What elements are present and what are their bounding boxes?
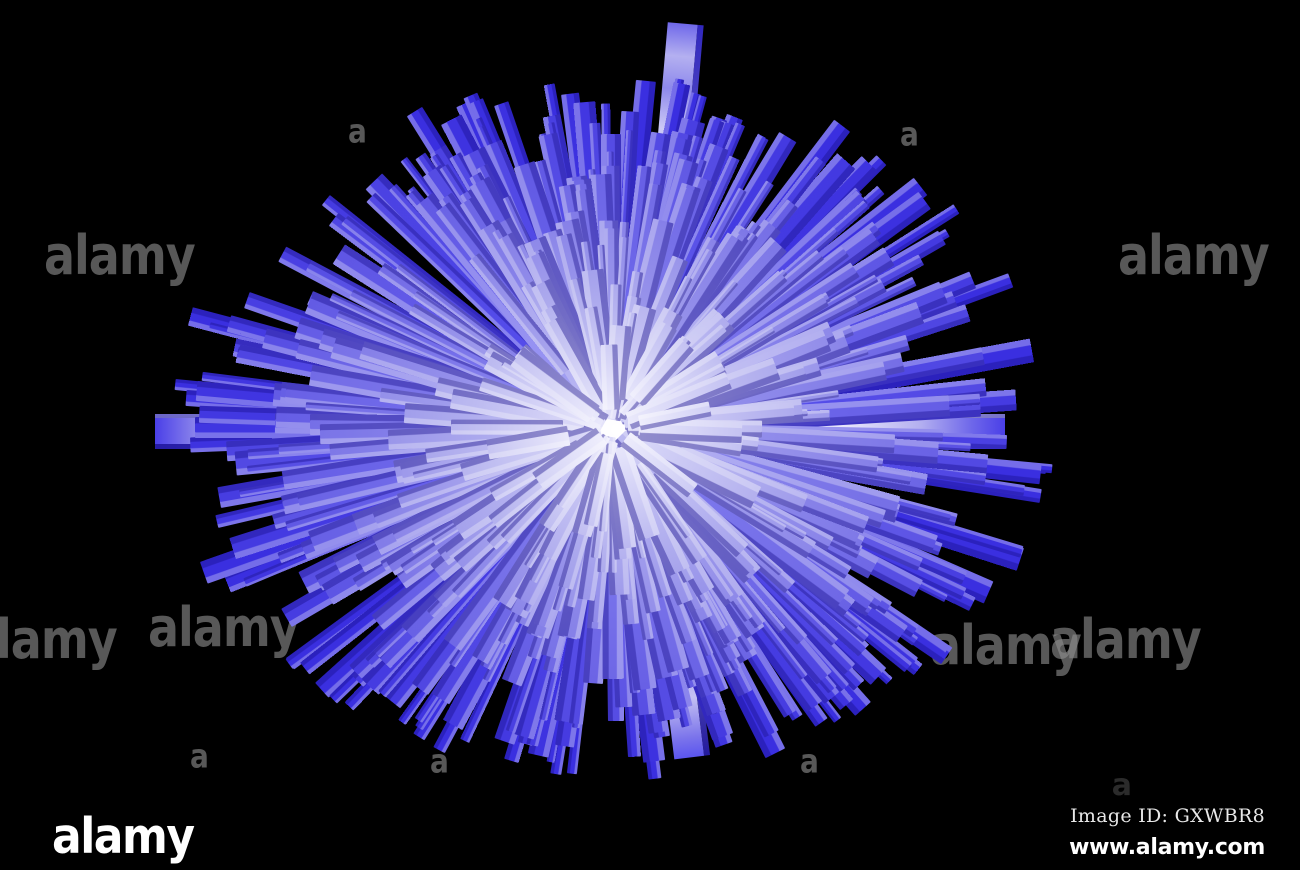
ray-cap: [565, 770, 581, 783]
ray-cap: [626, 57, 662, 89]
ray-cap: [239, 464, 250, 480]
burst-ray: [600, 344, 621, 429]
website-label: www.alamy.com: [1069, 835, 1265, 860]
ray-face: [600, 344, 621, 411]
artwork-canvas: alamyalamyalamyalamyalamyalamyaaaaaaaaal…: [0, 22, 1270, 783]
alamy-logo: alamy: [52, 808, 195, 866]
radial-burst-render: [174, 57, 1053, 783]
ray-cap: [299, 401, 308, 414]
ray-cap: [567, 720, 589, 733]
corner-a-mark: a: [1111, 768, 1132, 803]
image-id-label: Image ID: GXWBR8: [1070, 805, 1265, 827]
ray-cap: [223, 342, 245, 369]
footer-bar: a alamy Image ID: GXWBR8 www.alamy.com: [0, 768, 1300, 870]
ray-cap: [606, 277, 623, 286]
ray-cap: [969, 439, 976, 452]
